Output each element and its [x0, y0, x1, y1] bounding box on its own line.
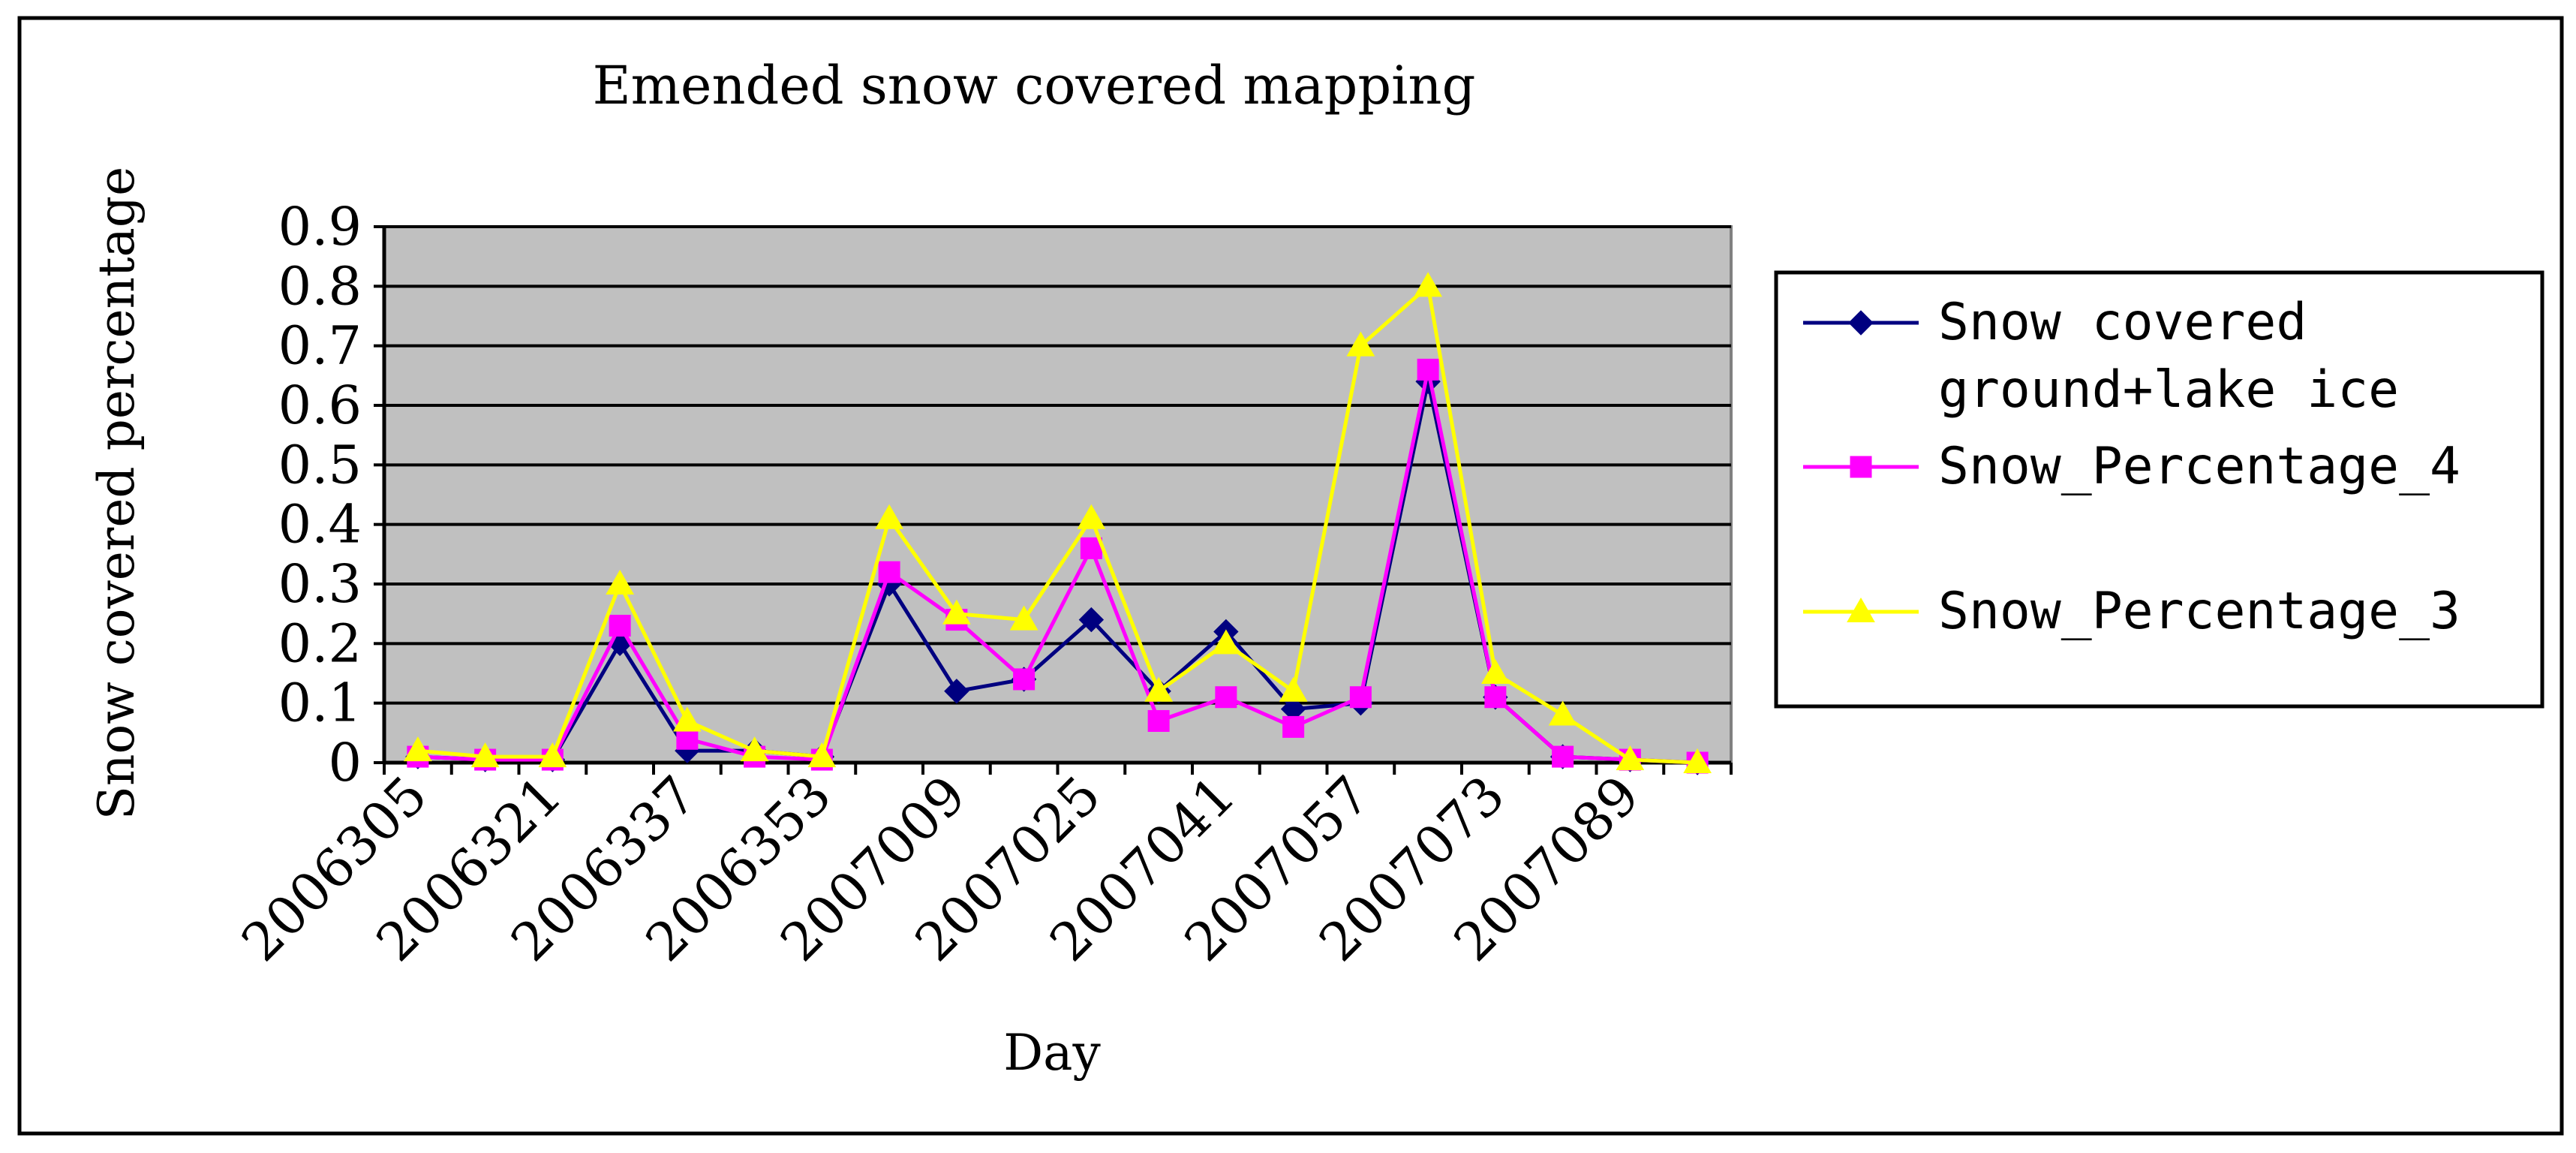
- data-point: [609, 615, 631, 637]
- legend: Snow covered ground+lake ice Snow_Percenta…: [1774, 270, 2544, 709]
- y-axis-title: Snow covered percentage: [88, 167, 146, 820]
- data-point: [1417, 358, 1439, 381]
- data-point: [1484, 686, 1507, 709]
- data-point: [875, 504, 903, 529]
- y-tick-label: 0.6: [278, 375, 362, 436]
- data-point: [1215, 686, 1237, 709]
- data-point: [673, 706, 702, 732]
- y-tick-label: 0.3: [278, 553, 362, 615]
- legend-box: [1774, 270, 2544, 709]
- data-point: [944, 679, 969, 704]
- data-point: [1848, 310, 1874, 336]
- legend-item: Snow_Percentage_4: [1803, 437, 2460, 496]
- plot-area: [374, 225, 1733, 775]
- y-tick-label: 0.1: [278, 673, 362, 734]
- series-3: [404, 272, 1712, 773]
- data-point: [1346, 331, 1375, 357]
- data-point: [807, 742, 837, 768]
- data-point: [606, 569, 634, 595]
- data-point: [1279, 676, 1308, 702]
- y-tick-label: 0.9: [278, 196, 362, 257]
- data-point: [1212, 629, 1240, 655]
- legend-item: Snow_Percentage_3: [1803, 582, 2460, 641]
- series-layer: [404, 272, 1712, 775]
- data-point: [1552, 745, 1574, 768]
- data-point: [878, 561, 900, 583]
- data-point: [1616, 745, 1645, 771]
- data-point: [538, 742, 567, 768]
- data-point: [404, 736, 432, 762]
- y-tick-label: 0.5: [278, 434, 362, 495]
- data-point: [1078, 607, 1105, 633]
- data-point: [740, 736, 769, 762]
- data-point: [1481, 658, 1510, 684]
- data-point: [470, 742, 500, 768]
- legend-label: Snow_Percentage_4: [1938, 437, 2460, 496]
- data-point: [676, 727, 699, 750]
- data-point: [1847, 597, 1875, 622]
- data-point: [1013, 668, 1036, 691]
- y-tick-label: 0.7: [278, 315, 362, 377]
- data-point: [1144, 676, 1173, 702]
- legend-label: ground+lake ice: [1938, 360, 2399, 420]
- legend-label: Snow covered: [1938, 293, 2307, 352]
- chart-title: Emended snow covered mapping: [593, 55, 1476, 116]
- data-point: [1850, 456, 1872, 478]
- data-point: [1349, 686, 1372, 709]
- data-point: [1147, 709, 1170, 732]
- legend-label: Snow_Percentage_3: [1938, 582, 2460, 641]
- data-point: [1282, 715, 1305, 738]
- y-tick-label: 0.4: [278, 494, 362, 555]
- y-axis: 00.10.20.30.40.50.60.70.80.9: [278, 196, 362, 793]
- x-axis-title: Day: [1003, 1024, 1101, 1082]
- data-point: [1683, 748, 1712, 773]
- data-point: [1414, 272, 1442, 297]
- legend-item: Snow covered ground+lake ice: [1803, 293, 2399, 420]
- data-point: [1548, 700, 1577, 726]
- data-point: [1077, 504, 1106, 529]
- plot-background: [383, 225, 1733, 764]
- y-tick-label: 0.2: [278, 613, 362, 674]
- y-tick-label: 0: [328, 732, 362, 793]
- data-point: [942, 599, 971, 625]
- y-tick-label: 0.8: [278, 255, 362, 317]
- series-line: [417, 284, 1698, 765]
- data-point: [1009, 605, 1039, 631]
- series-line: [417, 367, 1698, 765]
